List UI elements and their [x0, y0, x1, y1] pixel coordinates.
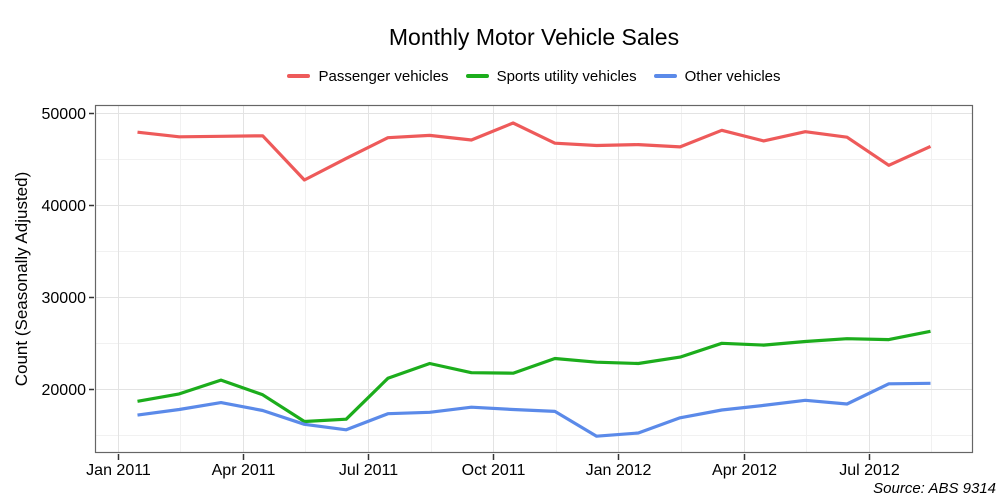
x-tick-label: Jan 2012 [586, 462, 652, 479]
source-note: Source: ABS 9314 [873, 480, 996, 497]
y-axis-title: Count (Seasonally Adjusted) [12, 171, 31, 387]
y-tick-label: 20000 [42, 382, 87, 399]
legend-item-passenger: Passenger vehicles [287, 67, 449, 85]
x-tick-label: Apr 2012 [712, 462, 777, 479]
legend: Passenger vehicles Sports utility vehicl… [95, 63, 973, 89]
passenger-vehicles-line [137, 121, 932, 182]
y-tick-label: 50000 [42, 106, 87, 123]
x-tick-label: Jul 2012 [839, 462, 900, 479]
legend-label-suv: Sports utility vehicles [496, 67, 637, 85]
other-line-swatch-icon [653, 74, 677, 78]
x-tick-label: Oct 2011 [462, 462, 526, 479]
legend-label-other: Other vehicles [684, 67, 781, 85]
legend-label-passenger: Passenger vehicles [318, 67, 449, 85]
legend-item-suv: Sports utility vehicles [465, 67, 637, 85]
legend-item-other: Other vehicles [653, 67, 781, 85]
x-tick-label: Jan 2011 [86, 462, 151, 479]
x-tick-label: Apr 2011 [212, 462, 276, 479]
chart-title: Monthly Motor Vehicle Sales [388, 24, 680, 50]
y-tick-label: 30000 [42, 290, 87, 307]
y-tick-label: 40000 [42, 198, 87, 215]
passenger-line-swatch-icon [287, 74, 311, 78]
sports-utility-vehicles-line [137, 329, 931, 424]
suv-line-swatch-icon [465, 74, 489, 78]
panel-border [94, 104, 974, 454]
other-vehicles-line [137, 381, 931, 438]
x-tick-label: Jul 2011 [339, 462, 398, 479]
